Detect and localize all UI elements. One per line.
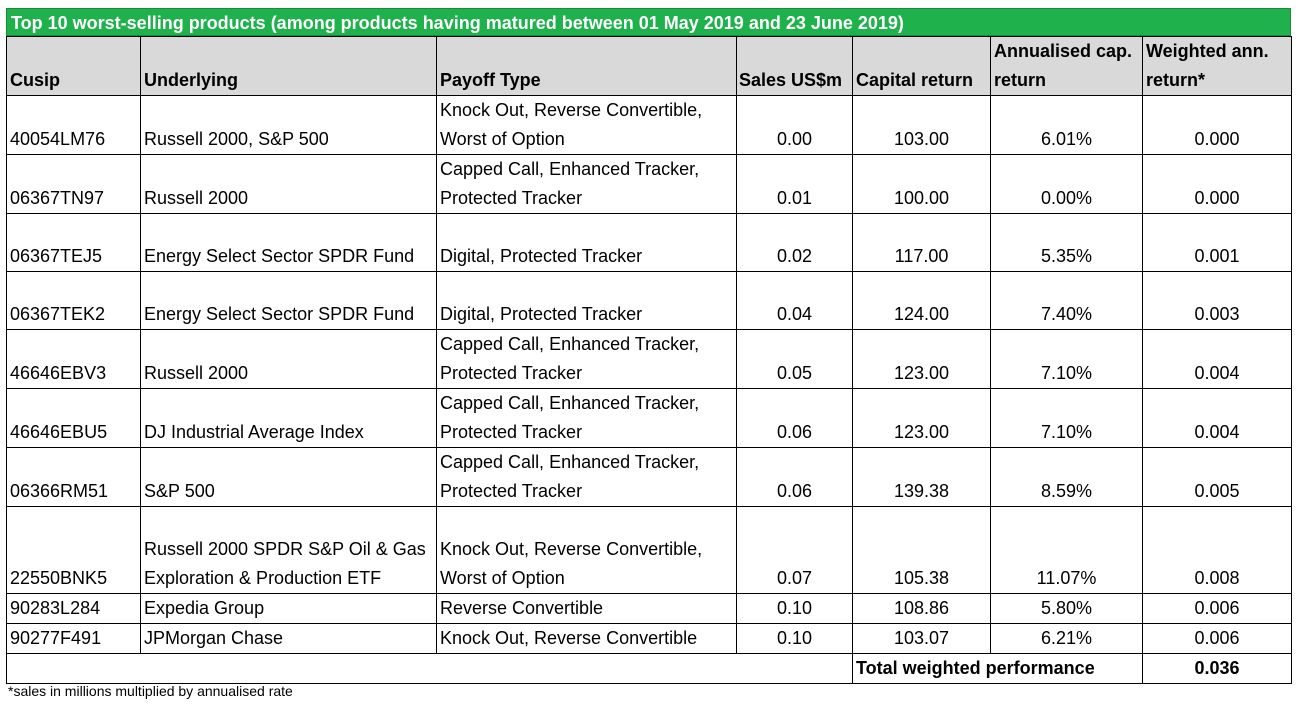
total-label: Total weighted performance <box>852 653 1143 684</box>
cell-annualised: 0.00% <box>990 154 1143 214</box>
cell-underlying: DJ Industrial Average Index <box>140 388 437 448</box>
cell-payoff: Knock Out, Reverse Convertible, Worst of… <box>436 506 737 594</box>
cell-annualised: 5.35% <box>990 213 1143 272</box>
cell-underlying: Russell 2000 SPDR S&P Oil & Gas Explorat… <box>140 506 437 594</box>
cell-cusip: 90283L284 <box>6 593 141 624</box>
cell-underlying: Energy Select Sector SPDR Fund <box>140 271 437 330</box>
cell-cusip: 06367TN97 <box>6 154 141 214</box>
spreadsheet: Top 10 worst-selling products (among pro… <box>6 8 1292 684</box>
table-row: 06367TEK2 Energy Select Sector SPDR Fund D… <box>6 271 1292 330</box>
cell-cusip: 90277F491 <box>6 623 141 654</box>
cell-annualised: 5.80% <box>990 593 1143 624</box>
table-row: 90283L284 Expedia Group Reverse Convertibl… <box>6 593 1292 624</box>
cell-payoff: Capped Call, Enhanced Tracker, Protected… <box>436 329 737 389</box>
cell-underlying: Russell 2000 <box>140 329 437 389</box>
table-row: 06367TEJ5 Energy Select Sector SPDR Fund D… <box>6 213 1292 272</box>
header-row: Cusip Underlying Payoff Type Sales US$m … <box>6 36 1292 96</box>
cell-sales: 0.07 <box>736 506 853 594</box>
cell-capital-return: 117.00 <box>852 213 991 272</box>
cell-sales: 0.06 <box>736 388 853 448</box>
header-cusip: Cusip <box>6 36 141 96</box>
cell-capital-return: 103.00 <box>852 95 991 155</box>
cell-capital-return: 108.86 <box>852 593 991 624</box>
cell-underlying: Energy Select Sector SPDR Fund <box>140 213 437 272</box>
cell-weighted: 0.000 <box>1142 95 1292 155</box>
cell-cusip: 46646EBV3 <box>6 329 141 389</box>
total-value: 0.036 <box>1142 653 1292 684</box>
header-annualised: Annualised cap. return <box>990 36 1143 96</box>
cell-annualised: 8.59% <box>990 447 1143 507</box>
table-row: 06366RM51 S&P 500 Capped Call, Enhanced Tr… <box>6 447 1292 507</box>
cell-underlying: Russell 2000 <box>140 154 437 214</box>
table-row: 90277F491 JPMorgan Chase Knock Out, Revers… <box>6 623 1292 654</box>
header-payoff: Payoff Type <box>436 36 737 96</box>
cell-sales: 0.01 <box>736 154 853 214</box>
cell-weighted: 0.001 <box>1142 213 1292 272</box>
cell-payoff: Capped Call, Enhanced Tracker, Protected… <box>436 447 737 507</box>
cell-weighted: 0.006 <box>1142 623 1292 654</box>
cell-cusip: 40054LM76 <box>6 95 141 155</box>
table-title: Top 10 worst-selling products (among pro… <box>6 8 1291 36</box>
cell-cusip: 06367TEK2 <box>6 271 141 330</box>
cell-capital-return: 139.38 <box>852 447 991 507</box>
cell-annualised: 7.10% <box>990 388 1143 448</box>
products-table: Cusip Underlying Payoff Type Sales US$m … <box>6 36 1292 684</box>
table-row: 46646EBV3 Russell 2000 Capped Call, Enhanc… <box>6 329 1292 389</box>
cell-annualised: 11.07% <box>990 506 1143 594</box>
cell-sales: 0.10 <box>736 623 853 654</box>
cell-sales: 0.00 <box>736 95 853 155</box>
footnote: *sales in millions multiplied by annuali… <box>8 683 293 699</box>
cell-payoff: Capped Call, Enhanced Tracker, Protected… <box>436 388 737 448</box>
cell-payoff: Knock Out, Reverse Convertible <box>436 623 737 654</box>
cell-weighted: 0.000 <box>1142 154 1292 214</box>
cell-underlying: Russell 2000, S&P 500 <box>140 95 437 155</box>
cell-weighted: 0.003 <box>1142 271 1292 330</box>
cell-capital-return: 123.00 <box>852 329 991 389</box>
header-weighted: Weighted ann. return* <box>1142 36 1292 96</box>
cell-payoff: Capped Call, Enhanced Tracker, Protected… <box>436 154 737 214</box>
cell-sales: 0.05 <box>736 329 853 389</box>
cell-annualised: 7.40% <box>990 271 1143 330</box>
cell-cusip: 46646EBU5 <box>6 388 141 448</box>
cell-annualised: 7.10% <box>990 329 1143 389</box>
cell-weighted: 0.004 <box>1142 329 1292 389</box>
table-row: 22550BNK5 Russell 2000 SPDR S&P Oil & Gas… <box>6 506 1292 594</box>
cell-weighted: 0.004 <box>1142 388 1292 448</box>
cell-weighted: 0.008 <box>1142 506 1292 594</box>
cell-capital-return: 105.38 <box>852 506 991 594</box>
table-row: 40054LM76 Russell 2000, S&P 500 Knock Out,… <box>6 95 1292 155</box>
cell-payoff: Reverse Convertible <box>436 593 737 624</box>
cell-annualised: 6.01% <box>990 95 1143 155</box>
cell-payoff: Digital, Protected Tracker <box>436 271 737 330</box>
total-spacer <box>6 653 853 684</box>
cell-sales: 0.10 <box>736 593 853 624</box>
cell-underlying: S&P 500 <box>140 447 437 507</box>
cell-cusip: 06367TEJ5 <box>6 213 141 272</box>
cell-capital-return: 124.00 <box>852 271 991 330</box>
cell-sales: 0.06 <box>736 447 853 507</box>
cell-payoff: Knock Out, Reverse Convertible, Worst of… <box>436 95 737 155</box>
cell-sales: 0.04 <box>736 271 853 330</box>
header-capital-return: Capital return <box>852 36 991 96</box>
cell-capital-return: 123.00 <box>852 388 991 448</box>
cell-cusip: 06366RM51 <box>6 447 141 507</box>
cell-underlying: JPMorgan Chase <box>140 623 437 654</box>
cell-capital-return: 100.00 <box>852 154 991 214</box>
cell-weighted: 0.005 <box>1142 447 1292 507</box>
table-row: 46646EBU5 DJ Industrial Average Index Capp… <box>6 388 1292 448</box>
cell-capital-return: 103.07 <box>852 623 991 654</box>
cell-annualised: 6.21% <box>990 623 1143 654</box>
cell-cusip: 22550BNK5 <box>6 506 141 594</box>
header-sales: Sales US$m <box>736 36 853 96</box>
header-underlying: Underlying <box>140 36 437 96</box>
cell-weighted: 0.006 <box>1142 593 1292 624</box>
cell-sales: 0.02 <box>736 213 853 272</box>
cell-payoff: Digital, Protected Tracker <box>436 213 737 272</box>
total-row: Total weighted performance 0.036 <box>6 653 1292 684</box>
cell-underlying: Expedia Group <box>140 593 437 624</box>
table-row: 06367TN97 Russell 2000 Capped Call, Enhanc… <box>6 154 1292 214</box>
